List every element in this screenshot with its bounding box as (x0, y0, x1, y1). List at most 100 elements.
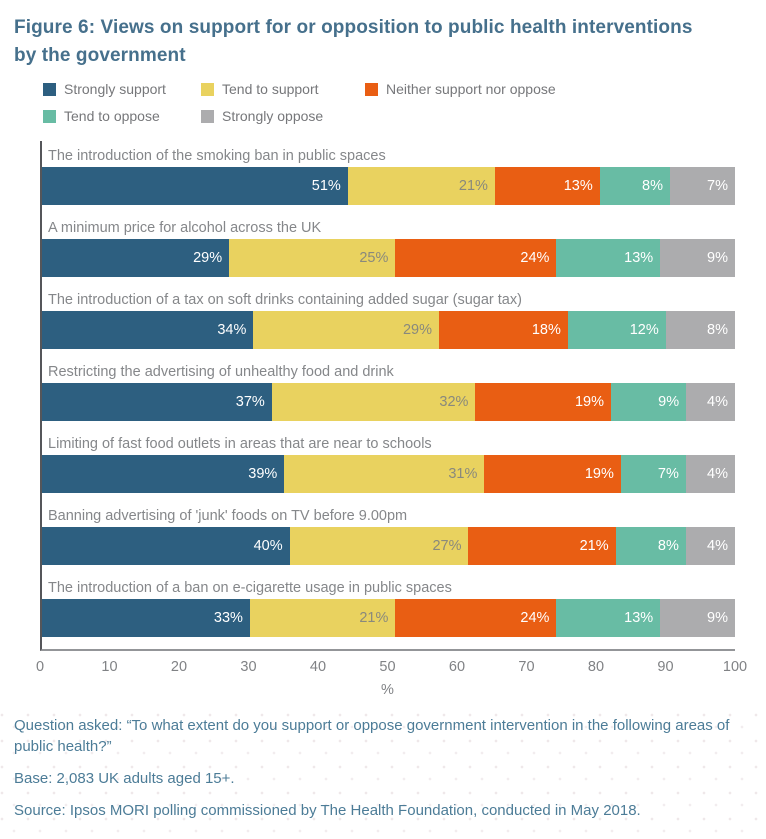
value-label: 21% (579, 538, 609, 554)
bar-group: Limiting of fast food outlets in areas t… (42, 429, 735, 501)
category-label: Restricting the advertising of unhealthy… (48, 364, 394, 380)
bar-group: Restricting the advertising of unhealthy… (42, 357, 736, 429)
value-label: 21% (359, 610, 389, 626)
value-label: 29% (402, 322, 432, 338)
value-label: 27% (432, 538, 462, 554)
x-tick: 100 (722, 659, 748, 675)
category-label: Limiting of fast food outlets in areas t… (48, 436, 432, 452)
legend-label: Strongly support (64, 81, 166, 97)
bar-segment-tend-to-oppose: 8% (615, 527, 686, 565)
bar-segment-strongly-support: 37% (42, 383, 272, 421)
bar-segment-neither-support-nor-oppose: 21% (468, 527, 616, 565)
bar-segment-tend-to-support: 27% (289, 527, 469, 565)
value-label: 9% (707, 250, 728, 266)
footer-base: Base: 2,083 UK adults aged 15+. (14, 770, 235, 787)
figure-title-line2: by the government (14, 45, 186, 66)
x-tick: 60 (448, 659, 466, 675)
legend-item-strongly-oppose: Strongly oppose (201, 108, 365, 124)
bar-segment-strongly-oppose: 4% (686, 383, 736, 421)
value-label: 4% (707, 394, 729, 410)
figure-page: Figure 6: Views on support for or opposi… (0, 14, 766, 839)
footer-question: Question asked: “To what extent do you s… (14, 717, 730, 755)
value-label: 9% (658, 394, 680, 410)
category-label: Banning advertising of 'junk' foods on T… (48, 508, 408, 524)
value-label: 33% (213, 610, 243, 626)
bar-segment-tend-to-support: 29% (253, 311, 439, 349)
bar-segment-strongly-support: 51% (42, 167, 348, 205)
x-tick: 30 (240, 659, 257, 675)
bar-segment-tend-to-support: 21% (347, 167, 495, 205)
value-label: 24% (520, 250, 550, 266)
value-label: 7% (707, 178, 728, 194)
bar-segment-tend-to-support: 32% (271, 383, 476, 421)
figure-title: Figure 6: Views on support for or opposi… (14, 14, 752, 70)
value-label: 31% (448, 466, 478, 482)
value-label: 34% (217, 322, 247, 338)
legend-item-strongly-support: Strongly support (43, 81, 201, 97)
bar-segment-tend-to-oppose: 13% (556, 239, 661, 277)
value-label: 40% (253, 538, 283, 554)
stacked-bar: 39% 31% 19% 7% 4% (42, 455, 735, 493)
bar-segment-neither-support-nor-oppose: 18% (438, 311, 568, 349)
legend-item-tend-to-oppose: Tend to oppose (43, 108, 201, 124)
bar-segment-strongly-oppose: 9% (660, 239, 735, 277)
bar-segment-strongly-oppose: 8% (665, 311, 735, 349)
legend-swatch-neither-support-nor-oppose (365, 82, 378, 96)
bar-segment-strongly-support: 39% (42, 455, 285, 493)
x-tick: 20 (170, 659, 188, 675)
bar-segment-strongly-support: 40% (42, 527, 290, 565)
bar-segment-strongly-support: 29% (42, 239, 230, 277)
stacked-bar: 51% 21% 13% 8% 7% (42, 167, 735, 205)
category-label: The introduction of the smoking ban in p… (48, 148, 386, 164)
legend-swatch-tend-to-support (201, 82, 214, 96)
bar-group: Banning advertising of 'junk' foods on T… (42, 501, 735, 573)
bar-segment-tend-to-support: 31% (284, 455, 485, 493)
stacked-bar: 37% 32% 19% 9% 4% (42, 383, 736, 421)
bar-group: The introduction of a tax on soft drinks… (42, 285, 735, 357)
value-label: 18% (531, 322, 561, 338)
bar-segment-tend-to-oppose: 13% (556, 599, 661, 637)
value-label: 8% (707, 322, 728, 338)
value-label: 4% (707, 466, 728, 482)
value-label: 21% (458, 178, 488, 194)
stacked-bar: 29% 25% 24% 13% 9% (42, 239, 735, 277)
value-label: 13% (624, 610, 654, 626)
value-label: 19% (584, 466, 614, 482)
value-label: 25% (359, 250, 389, 266)
stacked-bar: 34% 29% 18% 12% 8% (42, 311, 735, 349)
x-tick: 90 (657, 659, 674, 675)
category-label: The introduction of a ban on e-cigarette… (48, 580, 452, 596)
value-label: 12% (629, 322, 659, 338)
legend-item-tend-to-support: Tend to support (201, 81, 365, 97)
value-label: 7% (657, 466, 679, 482)
bar-group: The introduction of a ban on e-cigarette… (42, 573, 735, 645)
bar-segment-strongly-oppose: 4% (685, 455, 735, 493)
value-label: 4% (707, 538, 728, 554)
value-label: 8% (657, 538, 679, 554)
footer-notes: Question asked: “To what extent do you s… (0, 713, 766, 839)
figure-title-line1: Figure 6: Views on support for or opposi… (14, 17, 693, 38)
value-label: 32% (439, 394, 469, 410)
value-label: 19% (574, 394, 604, 410)
bar-segment-tend-to-oppose: 12% (567, 311, 666, 349)
value-label: 51% (311, 178, 341, 194)
footer-source: Source: Ipsos MORI polling commissioned … (14, 802, 641, 819)
x-axis-ticks: 0 10 20 30 40 50 60 70 80 90 100 (36, 658, 747, 676)
bar-segment-neither-support-nor-oppose: 13% (494, 167, 600, 205)
legend-label: Strongly oppose (222, 108, 324, 124)
legend-swatch-strongly-oppose (201, 109, 214, 123)
value-label: 13% (624, 250, 654, 266)
bar-segment-strongly-support: 34% (42, 311, 254, 349)
bar-segment-strongly-oppose: 4% (685, 527, 735, 565)
chart-plot: The introduction of the smoking ban in p… (40, 141, 736, 651)
legend-item-neither-support-nor-oppose: Neither support nor oppose (365, 81, 663, 97)
legend-label: Tend to oppose (64, 108, 160, 124)
bar-group: The introduction of the smoking ban in p… (42, 141, 735, 213)
value-label: 37% (235, 394, 265, 410)
bar-segment-tend-to-oppose: 7% (620, 455, 686, 493)
bar-segment-neither-support-nor-oppose: 24% (395, 239, 557, 277)
bar-segment-tend-to-oppose: 9% (610, 383, 687, 421)
x-tick: 10 (101, 659, 118, 675)
bar-segment-strongly-oppose: 7% (670, 167, 735, 205)
bar-segment-tend-to-oppose: 8% (599, 167, 670, 205)
